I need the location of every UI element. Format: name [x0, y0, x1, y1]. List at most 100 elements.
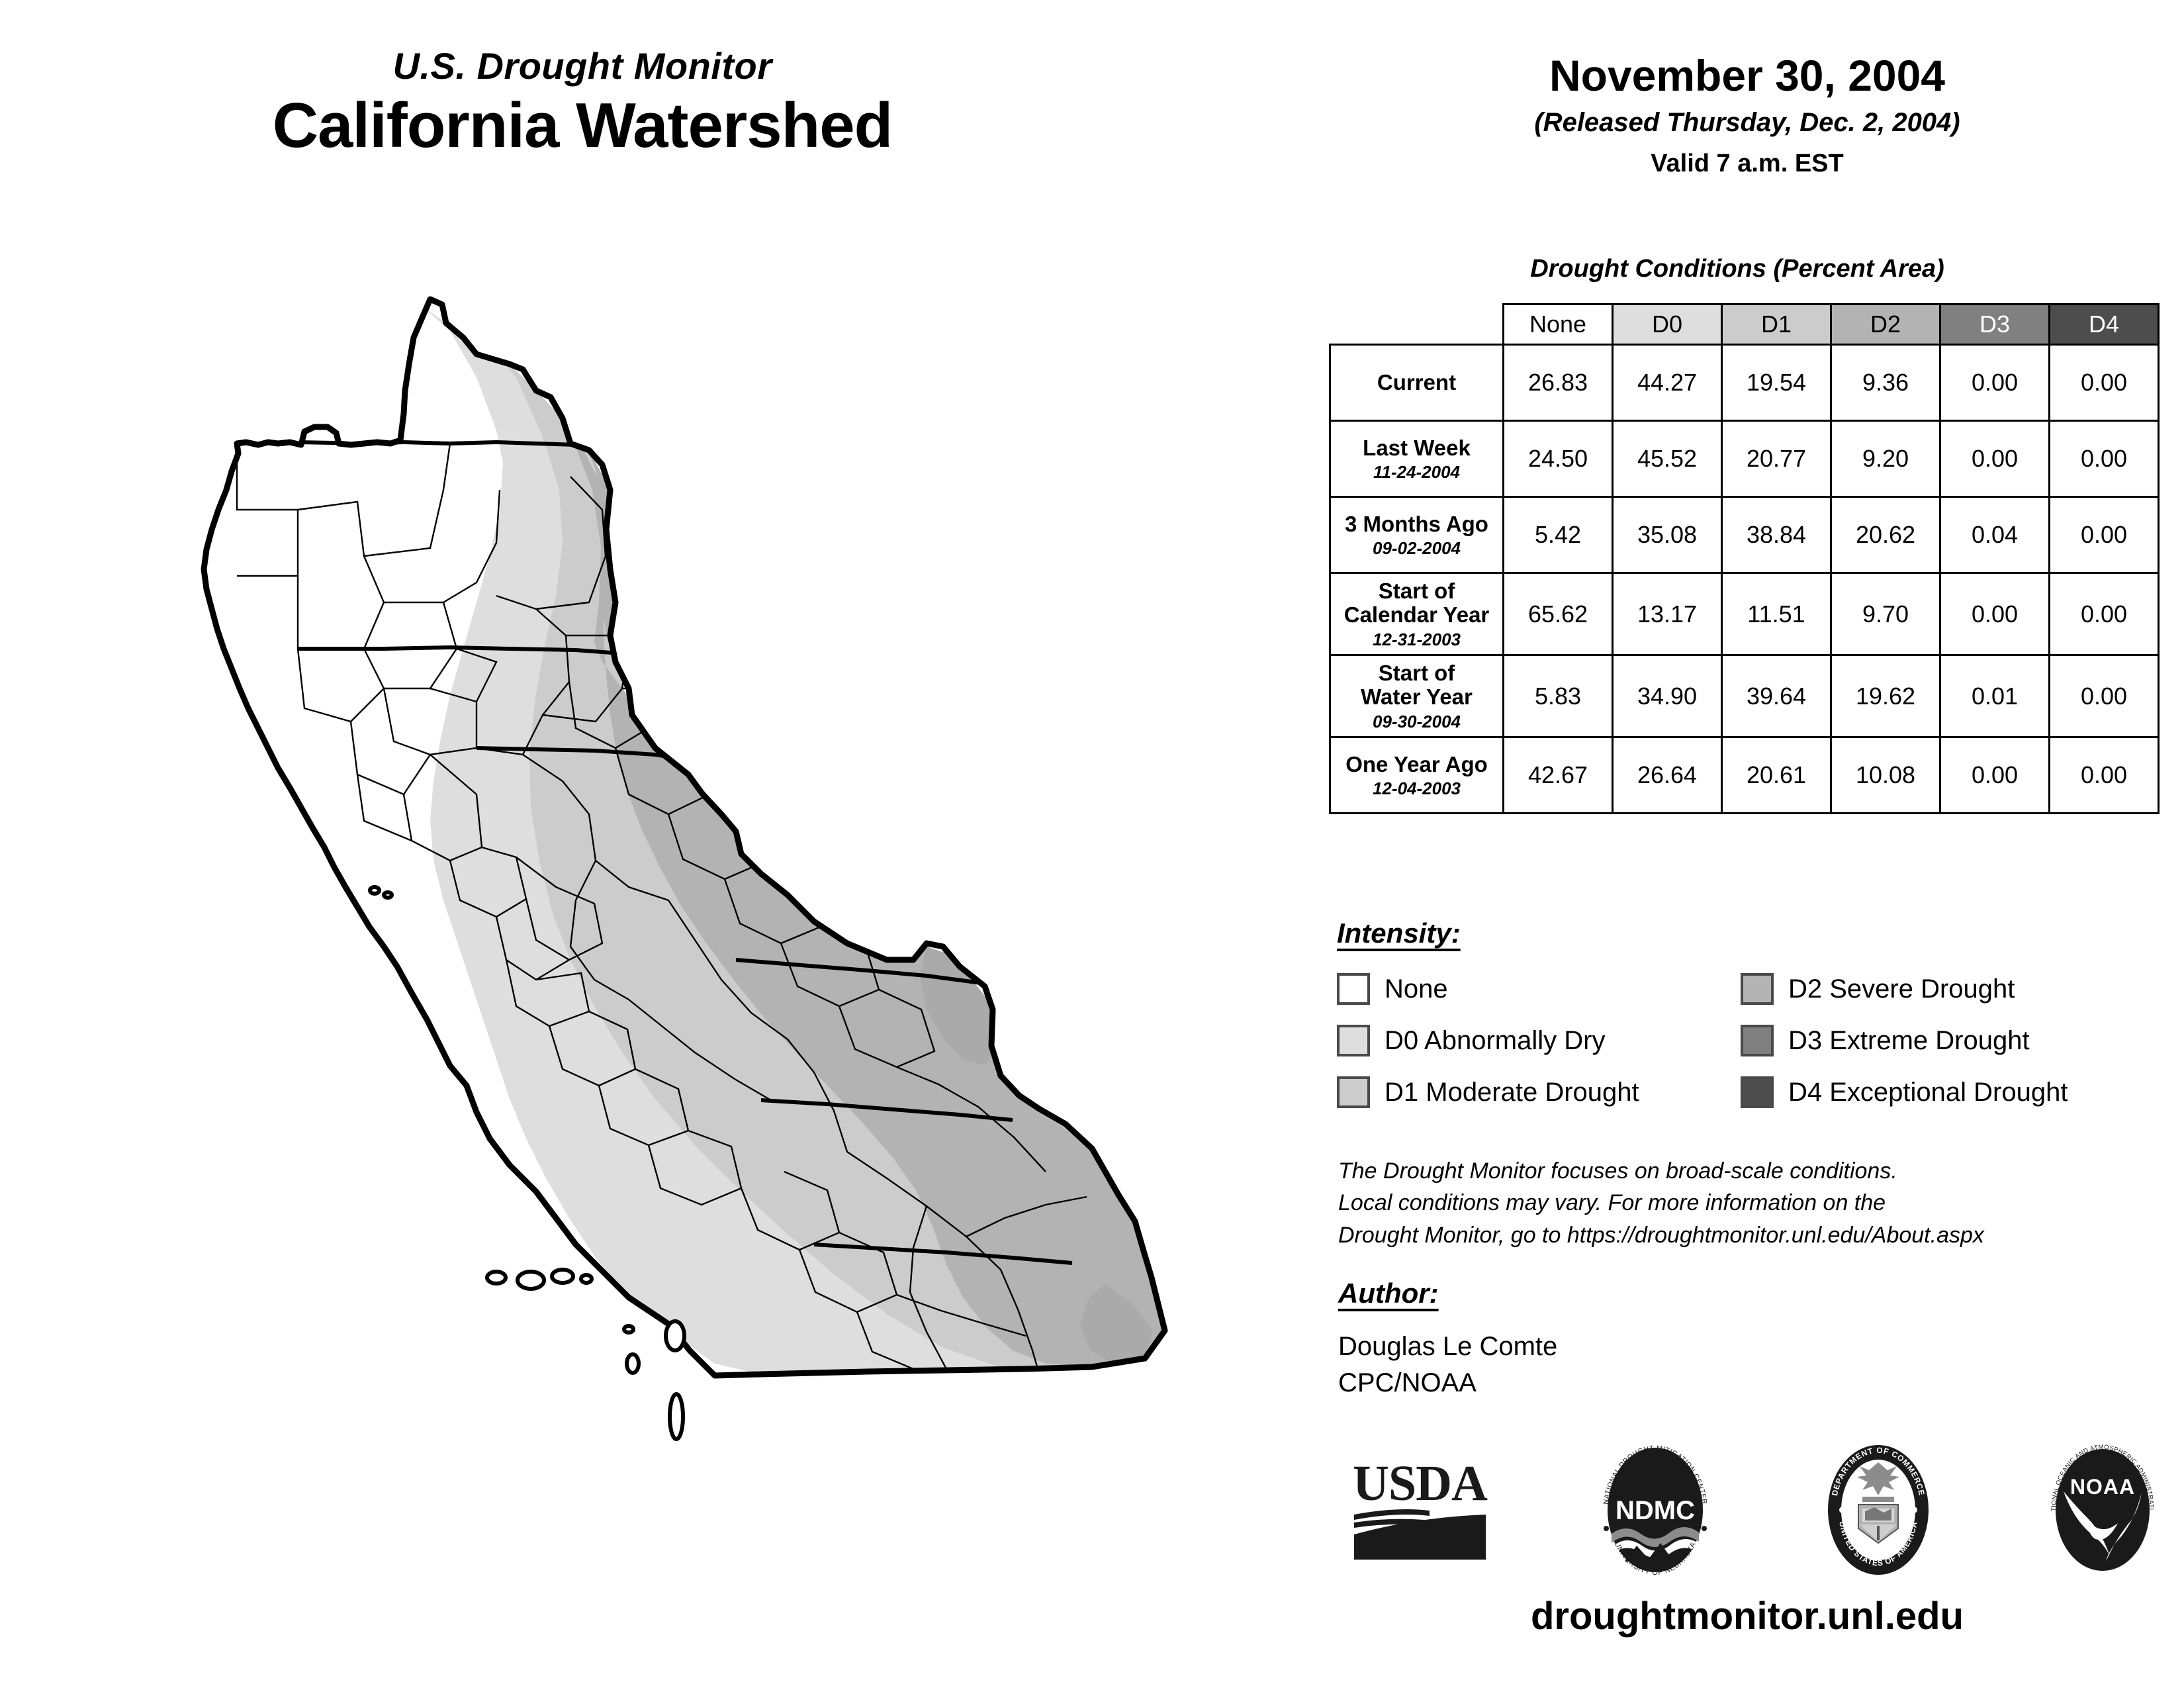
cell-d2: 20.62	[1830, 496, 1941, 574]
cell-d3: 0.00	[1939, 571, 2050, 657]
cell-d2: 9.20	[1830, 420, 1941, 498]
legend-swatch	[1741, 973, 1774, 1005]
row-label: Current	[1329, 344, 1504, 422]
cell-d2: 10.08	[1830, 736, 1941, 815]
cell-d1: 20.77	[1721, 420, 1832, 498]
supertitle: U.S. Drought Monitor	[392, 45, 772, 87]
table-corner-cell	[1330, 305, 1504, 345]
map-panel: U.S. Drought Monitor California Watershe…	[0, 48, 1238, 1476]
svg-text:NOAA: NOAA	[2070, 1475, 2135, 1499]
state-outline	[201, 296, 1168, 1379]
row-date: 11-24-2004	[1373, 461, 1461, 482]
title-block: U.S. Drought Monitor California Watershe…	[0, 48, 1165, 158]
legend-label: D3 Extreme Drought	[1788, 1025, 2030, 1055]
table-row: Start of Water Year 09-30-2004 5.83 34.90 39.…	[1329, 654, 2160, 739]
legend-swatch	[1337, 1025, 1370, 1056]
column-header-d4: D4	[2048, 303, 2160, 346]
legend-label: D1 Moderate Drought	[1385, 1077, 1639, 1107]
row-label: Start of Calendar Year 12-31-2003	[1329, 571, 1504, 657]
cell-none: 26.83	[1502, 344, 1614, 422]
cell-d2: 9.36	[1830, 344, 1941, 422]
cell-d0: 13.17	[1612, 571, 1723, 657]
date-block: November 30, 2004 (Released Thursday, De…	[1310, 51, 2184, 181]
column-header-d2: D2	[1830, 303, 1941, 346]
svg-text:NDMC: NDMC	[1615, 1496, 1695, 1525]
row-date: 12-04-2003	[1373, 778, 1461, 799]
page-title: California Watershed	[272, 90, 893, 161]
cell-d4: 0.00	[2048, 344, 2160, 422]
cell-d1: 20.61	[1721, 736, 1832, 815]
county-boundaries-layer	[236, 443, 1087, 1370]
cell-none: 24.50	[1502, 420, 1614, 498]
cell-d4: 0.00	[2048, 654, 2160, 739]
cell-d1: 38.84	[1721, 496, 1832, 574]
row-label: Start of Water Year 09-30-2004	[1329, 654, 1504, 739]
row-date: 09-30-2004	[1373, 711, 1461, 731]
cell-d3: 0.04	[1939, 496, 2050, 574]
author-heading: Author:	[1338, 1278, 1439, 1309]
table-row: Start of Calendar Year 12-31-2003 65.62 13.1…	[1329, 571, 2160, 657]
row-label: Last Week 11-24-2004	[1329, 420, 1504, 498]
d2-far-southeast-lobe	[1080, 1284, 1153, 1364]
legend-swatch	[1337, 973, 1370, 1005]
cell-d0: 35.08	[1612, 496, 1723, 574]
cell-d2: 19.62	[1830, 654, 1941, 739]
table-row: 3 Months Ago 09-02-2004 5.42 35.08 38.84 20.6…	[1329, 496, 2160, 574]
intensity-legend: None D2 Severe Drought D0 Abnormally Dry D3…	[1337, 963, 2177, 1118]
cell-d0: 45.52	[1612, 420, 1723, 498]
report-date: November 30, 2004	[1549, 51, 1946, 100]
table-row: Last Week 11-24-2004 24.50 45.52 20.77 9.20 0.…	[1329, 420, 2160, 498]
svg-text:USDA: USDA	[1353, 1456, 1488, 1511]
channel-islands	[368, 885, 686, 1441]
cell-d1: 19.54	[1721, 344, 1832, 422]
usda-logo: USDA	[1350, 1454, 1492, 1570]
column-header-d1: D1	[1721, 303, 1832, 346]
author-name: Douglas Le Comte	[1338, 1332, 1558, 1361]
cell-none: 65.62	[1502, 571, 1614, 657]
doc-logo: DEPARTMENT OF COMMERCE UNITED STATES OF …	[1819, 1444, 1938, 1579]
drought-shading-layer	[420, 305, 1165, 1374]
cell-d4: 0.00	[2048, 420, 2160, 498]
row-label: One Year Ago 12-04-2003	[1329, 736, 1504, 815]
table-header-row: None D0 D1 D2 D3 D4	[1330, 303, 2160, 346]
cell-d3: 0.00	[1939, 344, 2050, 422]
table-row: One Year Ago 12-04-2003 42.67 26.64 20.61 10.…	[1329, 736, 2160, 815]
legend-item: D4 Exceptional Drought	[1741, 1076, 2177, 1108]
cell-d1: 11.51	[1721, 571, 1832, 657]
legend-item: None	[1337, 973, 1741, 1005]
legend-item: D2 Severe Drought	[1741, 973, 2177, 1005]
cell-d4: 0.00	[2048, 496, 2160, 574]
author-organization: CPC/NOAA	[1338, 1368, 1477, 1397]
info-panel: November 30, 2004 (Released Thursday, De…	[1310, 0, 2184, 1688]
legend-label: D2 Severe Drought	[1788, 974, 2015, 1004]
cell-d1: 39.64	[1721, 654, 1832, 739]
cell-none: 5.83	[1502, 654, 1614, 739]
disclaimer-text: The Drought Monitor focuses on broad-sca…	[1338, 1158, 1984, 1248]
valid-time: Valid 7 a.m. EST	[1651, 149, 1844, 177]
footer-url[interactable]: droughtmonitor.unl.edu	[1530, 1595, 1964, 1638]
table-row: Current 26.83 44.27 19.54 9.36 0.00 0.00	[1329, 344, 2160, 422]
legend-label: D0 Abnormally Dry	[1385, 1025, 1606, 1055]
column-header-none: None	[1502, 303, 1614, 346]
cell-d3: 0.01	[1939, 654, 2050, 739]
ndmc-logo: NDMC NATIONAL DROUGHT MITIGATION CENTER …	[1596, 1444, 1715, 1578]
column-header-d3: D3	[1939, 303, 2050, 346]
cell-d2: 9.70	[1830, 571, 1941, 657]
column-header-d0: D0	[1612, 303, 1723, 346]
legend-item: D1 Moderate Drought	[1337, 1076, 1741, 1108]
legend-swatch	[1741, 1025, 1774, 1056]
cell-d3: 0.00	[1939, 736, 2050, 815]
row-date: 12-31-2003	[1373, 629, 1461, 649]
legend-label: D4 Exceptional Drought	[1788, 1077, 2068, 1107]
legend-item: D0 Abnormally Dry	[1337, 1025, 1741, 1056]
cell-d0: 34.90	[1612, 654, 1723, 739]
table-caption: Drought Conditions (Percent Area)	[1530, 255, 1944, 283]
cell-d4: 0.00	[2048, 571, 2160, 657]
agency-logos: USDA NDMC NATIONAL DRO	[1350, 1438, 2164, 1581]
noaa-logo: NOAA NATIONAL OCEANIC AND ATMOSPHERIC AD…	[2038, 1438, 2164, 1579]
cell-d0: 44.27	[1612, 344, 1723, 422]
row-date: 09-02-2004	[1373, 538, 1461, 558]
california-watershed-map[interactable]	[165, 291, 1238, 1476]
legend-swatch	[1337, 1076, 1370, 1108]
intensity-heading: Intensity:	[1337, 917, 1461, 949]
